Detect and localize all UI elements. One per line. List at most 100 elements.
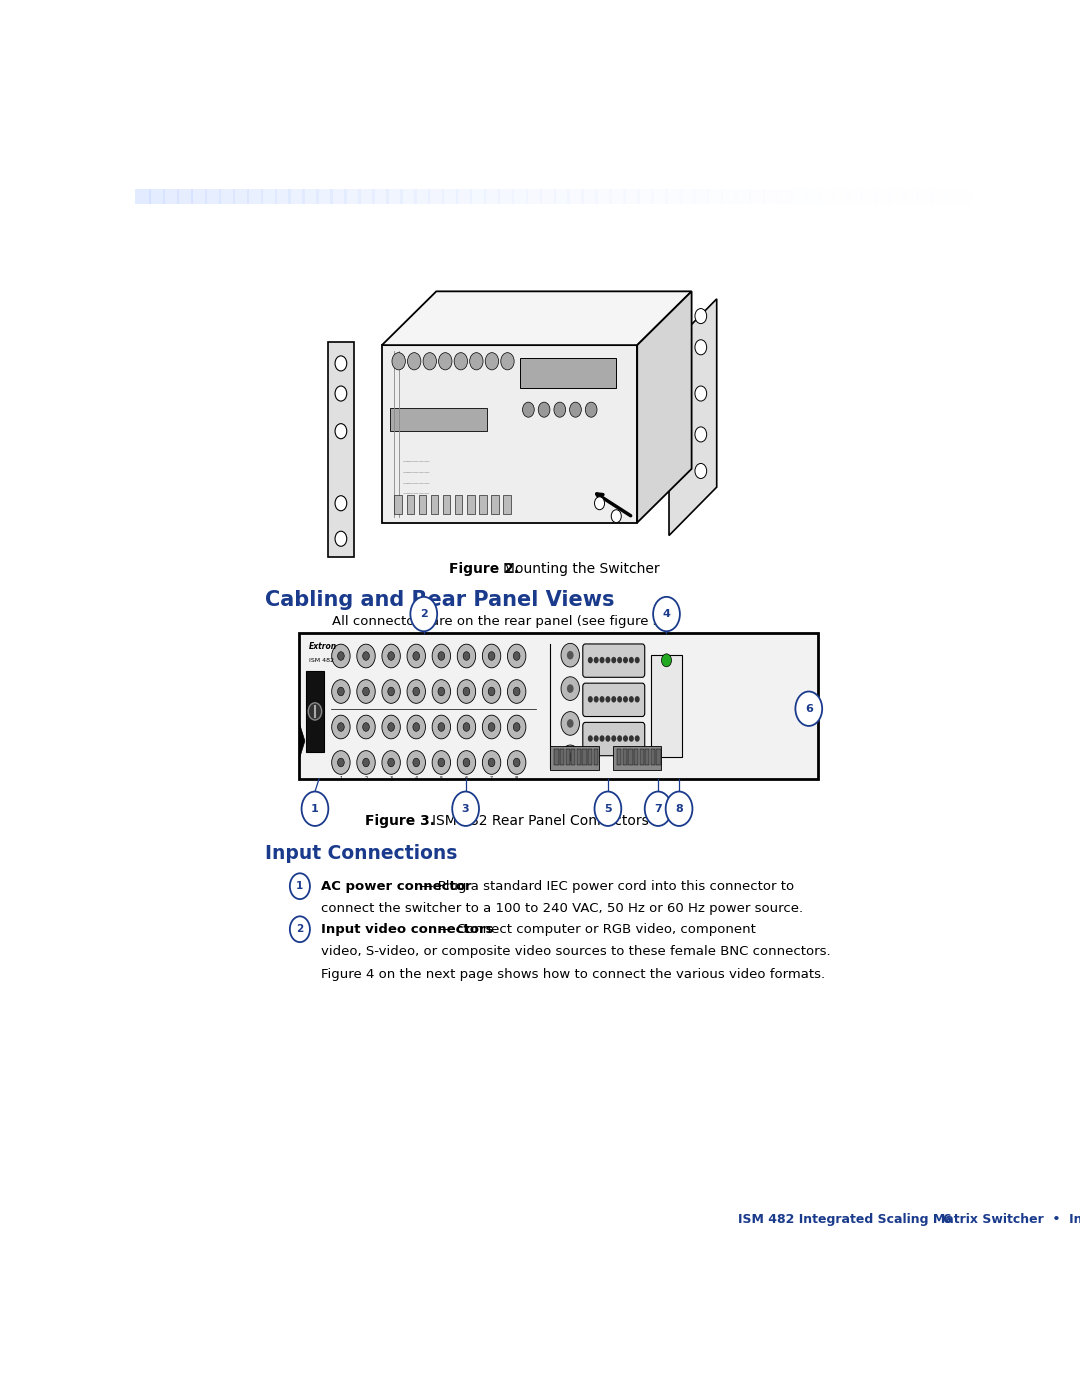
Circle shape xyxy=(463,759,470,767)
Circle shape xyxy=(635,696,639,703)
Circle shape xyxy=(653,597,680,631)
Circle shape xyxy=(438,759,445,767)
Text: connect the switcher to a 100 to 240 VAC, 50 Hz or 60 Hz power source.: connect the switcher to a 100 to 240 VAC… xyxy=(321,902,802,915)
Text: Extron: Extron xyxy=(309,641,337,651)
Circle shape xyxy=(561,644,580,666)
Circle shape xyxy=(488,651,495,661)
Circle shape xyxy=(407,715,426,739)
Text: — Plug a standard IEC power cord into this connector to: — Plug a standard IEC power cord into th… xyxy=(416,880,795,893)
Circle shape xyxy=(623,657,627,664)
Bar xyxy=(762,189,779,204)
Text: —————: ————— xyxy=(403,492,430,497)
Bar xyxy=(819,189,835,204)
Circle shape xyxy=(410,597,437,631)
Bar xyxy=(623,189,639,204)
Text: 3: 3 xyxy=(462,803,470,813)
Circle shape xyxy=(438,722,445,731)
Bar xyxy=(177,189,193,204)
Circle shape xyxy=(629,696,634,703)
Circle shape xyxy=(594,497,605,510)
Bar xyxy=(406,495,414,514)
Bar xyxy=(246,189,264,204)
Circle shape xyxy=(513,722,521,731)
Text: Cabling and Rear Panel Views: Cabling and Rear Panel Views xyxy=(265,590,615,610)
Bar xyxy=(299,633,818,778)
Circle shape xyxy=(332,750,350,774)
Circle shape xyxy=(407,352,421,370)
Circle shape xyxy=(606,696,610,703)
Polygon shape xyxy=(382,292,691,345)
Bar xyxy=(330,189,347,204)
Circle shape xyxy=(513,759,521,767)
Circle shape xyxy=(635,657,639,664)
Bar xyxy=(149,189,165,204)
Circle shape xyxy=(513,687,521,696)
Bar xyxy=(431,495,438,514)
Circle shape xyxy=(488,759,495,767)
Circle shape xyxy=(665,792,692,826)
Text: 7: 7 xyxy=(490,777,494,781)
Circle shape xyxy=(611,696,617,703)
Bar xyxy=(191,189,207,204)
Text: 5: 5 xyxy=(604,803,611,813)
Circle shape xyxy=(617,657,622,664)
Text: 3: 3 xyxy=(390,777,393,781)
Circle shape xyxy=(363,759,369,767)
Bar xyxy=(387,189,403,204)
Text: video, S-video, or composite video sources to these female BNC connectors.: video, S-video, or composite video sourc… xyxy=(321,946,831,958)
Circle shape xyxy=(483,715,501,739)
Circle shape xyxy=(413,722,420,731)
Bar xyxy=(577,749,581,764)
Bar xyxy=(443,495,450,514)
Text: All connectors are on the rear panel (see figure 3).: All connectors are on the rear panel (se… xyxy=(332,615,671,629)
Circle shape xyxy=(423,352,436,370)
Circle shape xyxy=(561,711,580,735)
Circle shape xyxy=(463,722,470,731)
FancyBboxPatch shape xyxy=(583,683,645,717)
Bar xyxy=(491,495,499,514)
Circle shape xyxy=(538,402,550,418)
Circle shape xyxy=(485,352,499,370)
Circle shape xyxy=(432,715,450,739)
Text: 1: 1 xyxy=(296,882,303,891)
Circle shape xyxy=(301,792,328,826)
Text: 7: 7 xyxy=(654,803,662,813)
Circle shape xyxy=(617,696,622,703)
Text: Figure 2.: Figure 2. xyxy=(449,562,519,576)
Circle shape xyxy=(454,352,468,370)
Bar xyxy=(467,495,474,514)
Circle shape xyxy=(438,687,445,696)
Text: ISM 482 Rear Panel Connectors: ISM 482 Rear Panel Connectors xyxy=(432,813,649,827)
Circle shape xyxy=(356,715,375,739)
Bar xyxy=(833,189,849,204)
Circle shape xyxy=(617,735,622,742)
Circle shape xyxy=(338,687,345,696)
Circle shape xyxy=(483,644,501,668)
Bar xyxy=(345,189,361,204)
Bar xyxy=(306,671,324,752)
Bar xyxy=(651,749,654,764)
Circle shape xyxy=(611,657,617,664)
Circle shape xyxy=(588,657,593,664)
Circle shape xyxy=(599,735,605,742)
Bar xyxy=(163,189,179,204)
Text: ISM 482 Integrated Scaling Matrix Switcher  •  Installation: ISM 482 Integrated Scaling Matrix Switch… xyxy=(738,1213,1080,1227)
Circle shape xyxy=(594,735,598,742)
Circle shape xyxy=(289,873,310,900)
Bar xyxy=(567,189,584,204)
Text: 6: 6 xyxy=(943,1213,951,1227)
Bar xyxy=(455,495,462,514)
Bar xyxy=(526,189,542,204)
Bar xyxy=(428,189,444,204)
Bar xyxy=(359,189,375,204)
Circle shape xyxy=(488,722,495,731)
Circle shape xyxy=(606,657,610,664)
Text: 6: 6 xyxy=(464,777,468,781)
Bar xyxy=(218,189,235,204)
Bar xyxy=(889,189,905,204)
FancyBboxPatch shape xyxy=(583,722,645,756)
Circle shape xyxy=(438,352,453,370)
Circle shape xyxy=(463,687,470,696)
Circle shape xyxy=(457,680,475,703)
Circle shape xyxy=(483,750,501,774)
